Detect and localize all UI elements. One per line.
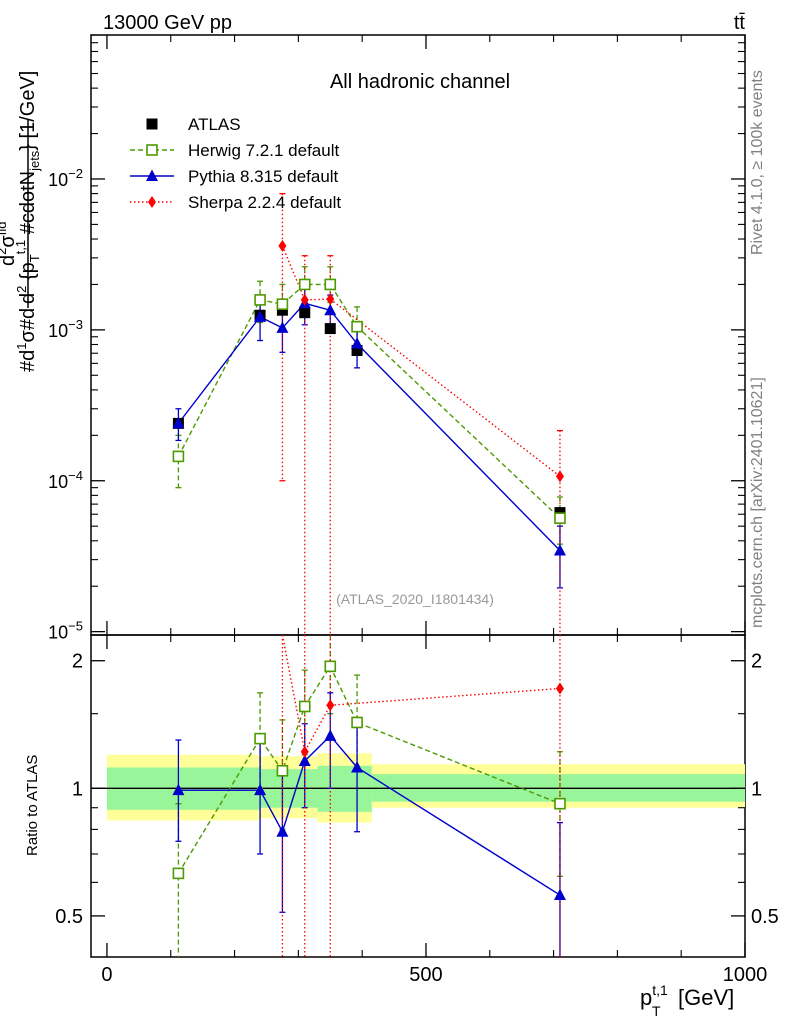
y-tick-label: 10−5: [48, 619, 83, 643]
svg-text:#d1σ#d: #d1σ#d: [14, 308, 39, 372]
ratio-tick-label-right: 0.5: [751, 906, 779, 928]
legend-marker-herwig: [146, 144, 158, 156]
pythia-ratio-point: [276, 825, 289, 837]
sherpa-data-point: [555, 470, 564, 483]
analysis-label: (ATLAS_2020_I1801434): [336, 591, 494, 607]
legend-marker-atlas: [146, 118, 158, 130]
rivet-label: Rivet 4.1.0, ≥ 100k events: [749, 70, 766, 255]
sherpa-main-line: [281, 245, 561, 477]
herwig-ratio-point: [351, 716, 363, 729]
pythia-ratio-point: [254, 783, 267, 796]
y-axis-title-ratio: Ratio to ATLAS: [24, 755, 41, 856]
ratio-tick-label-right: 2: [751, 651, 762, 673]
main-plot-series: [172, 192, 566, 635]
pythia-data-point: [324, 303, 337, 316]
legend-marker-pythia: [146, 169, 158, 181]
herwig-data-point: [324, 278, 337, 291]
x-tick-label: 500: [409, 964, 442, 986]
herwig-ratio-point: [172, 867, 185, 880]
y-axis-title-main: #d1σ#d d2 {pTt,1 #cdotNjets} [1/GeV] d2σ…: [0, 71, 42, 372]
herwig-ratio-point: [276, 764, 289, 777]
mcplots-label: mcplots.cern.ch [arXiv:2401.10621]: [749, 377, 766, 628]
herwig-data-point: [351, 320, 363, 333]
atlas-data-point: [324, 323, 336, 335]
herwig-ratio-point: [254, 732, 266, 745]
atlas-data-point: [276, 304, 288, 316]
ratio-plot-series: [172, 634, 566, 957]
sherpa-data-point: [300, 293, 309, 306]
svg-text:[GeV]: [GeV]: [678, 985, 734, 1010]
herwig-data-point: [172, 450, 185, 463]
energy-label: 13000 GeV pp: [103, 12, 232, 34]
x-tick-label: 1000: [723, 964, 768, 986]
pythia-data-point: [172, 416, 185, 429]
y-tick-label: 10−2: [48, 166, 83, 190]
process-label: tt̄: [734, 12, 746, 34]
x-tick-label: 0: [101, 964, 112, 986]
atlas-data-point: [351, 344, 363, 356]
pythia-data-point: [553, 543, 566, 556]
sherpa-ratio-point: [300, 745, 309, 758]
sherpa-data-point: [278, 239, 287, 252]
atlas-data-point: [299, 307, 311, 319]
legend-marker-sherpa: [148, 196, 156, 208]
x-axis-title: pt,1 T [GeV]: [640, 982, 734, 1019]
pythia-ratio-point: [298, 754, 311, 767]
sherpa-ratio-line: [281, 634, 561, 754]
sherpa-data-point: [326, 293, 335, 306]
legend-label-pythia: Pythia 8.315 default: [188, 167, 339, 186]
chart-title: All hadronic channel: [330, 71, 510, 93]
svg-text:T: T: [652, 1003, 661, 1019]
sherpa-ratio-point: [326, 699, 335, 712]
pythia-ratio-point: [172, 783, 185, 796]
herwig-ratio-point: [324, 660, 337, 673]
herwig-data-point: [298, 278, 311, 291]
axis-ticks: 0 500 1000 10−5 10−4 10−3 10−2 0.5 0.5 1 1 2 2: [48, 34, 779, 986]
pythia-data-point: [276, 321, 289, 333]
pythia-data-point: [254, 310, 267, 322]
y-tick-label: 10−3: [48, 317, 83, 341]
legend-label-atlas: ATLAS: [188, 115, 241, 134]
pythia-data-point: [351, 337, 364, 349]
herwig-ratio-point: [554, 797, 566, 810]
y-tick-label: 10−4: [48, 468, 83, 492]
ratio-tick-label-left: 1: [72, 778, 83, 800]
pythia-ratio-point: [351, 760, 364, 773]
ratio-tick-label-right: 1: [751, 778, 762, 800]
ratio-tick-label-left: 2: [72, 651, 83, 673]
sherpa-ratio-point: [555, 682, 564, 695]
svg-text:pt,1: pt,1: [640, 982, 668, 1010]
pythia-ratio-point: [324, 729, 337, 741]
herwig-data-point: [254, 294, 266, 306]
herwig-ratio-point: [298, 700, 311, 713]
herwig-data-point: [554, 512, 566, 524]
pythia-main-line: [177, 302, 561, 551]
ratio-tick-label-left: 0.5: [55, 906, 83, 928]
herwig-main-line: [177, 283, 561, 519]
legend-label-sherpa: Sherpa 2.2.4 default: [188, 193, 341, 212]
legend-label-herwig: Herwig 7.2.1 default: [188, 141, 339, 160]
herwig-data-point: [276, 298, 289, 310]
legend: ATLAS Herwig 7.2.1 default Pythia 8.315 de…: [130, 115, 341, 212]
pythia-ratio-point: [553, 888, 566, 901]
